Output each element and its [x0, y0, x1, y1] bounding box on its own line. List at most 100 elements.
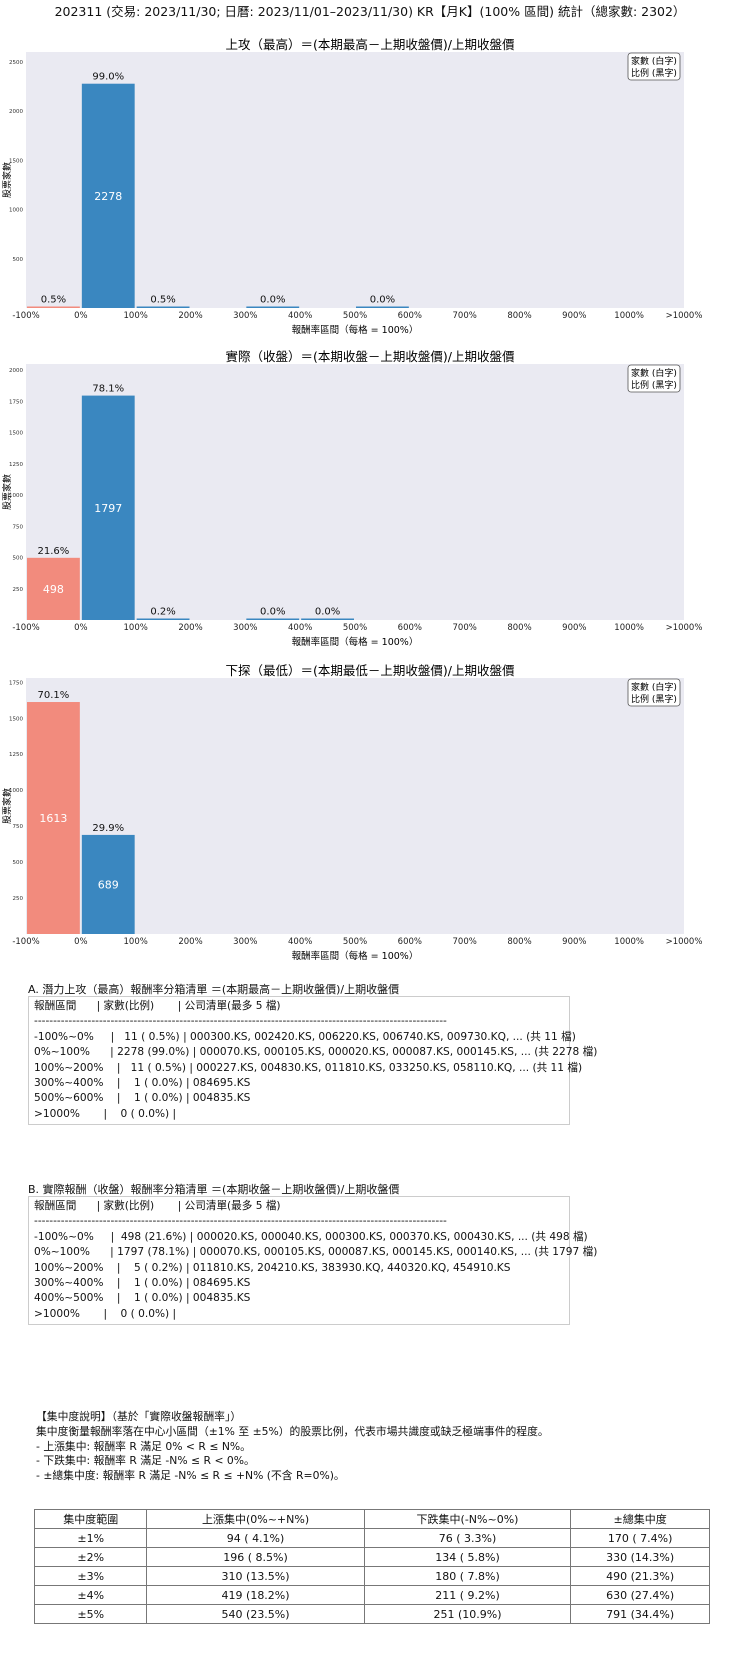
y-tick-label: 1500	[9, 716, 23, 722]
section-a-line: 報酬區間 | 家數(比例) | 公司清單(最多 5 檔)	[34, 1000, 281, 1012]
x-tick-label: >1000%	[666, 623, 703, 633]
x-tick-label: 600%	[398, 937, 422, 947]
bar	[136, 618, 190, 620]
section-b-heading: B. 實際報酬（收盤）報酬率分箱清單 ＝(本期收盤－上期收盤價)/上期收盤價	[28, 1183, 400, 1196]
bar-percent-label: 99.0%	[92, 72, 124, 83]
bar	[81, 834, 135, 934]
x-tick-label: 500%	[343, 937, 367, 947]
x-tick-label: 800%	[507, 623, 531, 633]
bar-percent-label: 0.0%	[260, 295, 285, 306]
section-a-line: 100%~200% | 11 ( 0.5%) | 000227.KS, 0048…	[34, 1061, 583, 1074]
legend-box	[627, 678, 681, 707]
x-tick-label: 200%	[178, 623, 202, 633]
y-axis-label: 股票家數	[1, 788, 13, 824]
section-b-line: >1000% | 0 ( 0.0%) |	[34, 1307, 177, 1320]
section-a-line: 0%~100% | 2278 (99.0%) | 000070.KS, 0001…	[34, 1046, 598, 1059]
table-header-cell: ±總集中度	[570, 1509, 710, 1529]
x-tick-label: 300%	[233, 311, 257, 321]
table-cell: 211 ( 9.2%)	[363, 1585, 572, 1605]
x-tick-label: -100%	[12, 937, 39, 947]
legend-box	[627, 52, 681, 81]
x-tick-label: 500%	[343, 623, 367, 633]
concentration-note-line: 集中度衡量報酬率落在中心小區間（±1% 至 ±5%）的股票比例，代表市場共識度或…	[36, 1425, 549, 1438]
y-tick-label: 1750	[9, 399, 23, 405]
plot-area	[26, 52, 684, 308]
x-tick-label: 700%	[453, 311, 477, 321]
y-tick-label: 1500	[9, 431, 23, 437]
legend-ratio: 比例 (黑字)	[631, 67, 677, 79]
bar	[246, 618, 300, 620]
legend: 家數 (白字)比例 (黑字)	[627, 678, 681, 707]
x-tick-label: -100%	[12, 311, 39, 321]
x-tick-label: 0%	[74, 937, 88, 947]
concentration-note-line: - 上漲集中: 報酬率 R 滿足 0% < R ≤ N%。	[36, 1439, 251, 1453]
x-tick-label: 800%	[507, 937, 531, 947]
concentration-heading: 【集中度說明】（基於「實際收盤報酬率」）	[36, 1410, 242, 1423]
section-b-line: 400%~500% | 1 ( 0.0%) | 004835.KS	[34, 1292, 251, 1305]
x-tick-label: 100%	[124, 311, 148, 321]
x-tick-label: 900%	[562, 937, 586, 947]
y-tick-label: 1500	[9, 158, 23, 164]
x-tick-label: 300%	[233, 623, 257, 633]
y-tick-label: 2500	[9, 60, 23, 66]
x-tick-label: 0%	[74, 311, 88, 321]
bar	[301, 618, 354, 620]
chart-lower: 下探（最低）＝(本期最低－上期收盤價)/上期收盤價 250 500 750 1000 12…	[0, 662, 740, 972]
bar-count-label: 1613	[39, 812, 67, 825]
legend: 家數 (白字)比例 (黑字)	[627, 52, 681, 81]
bar-count-label: 2278	[94, 190, 122, 203]
bar	[246, 306, 300, 308]
x-tick-label: 1000%	[614, 937, 644, 947]
x-tick-label: 400%	[288, 623, 312, 633]
x-tick-label: 900%	[562, 311, 586, 321]
x-tick-label: 800%	[507, 311, 531, 321]
y-tick-label: 500	[13, 257, 24, 263]
plot-area	[26, 678, 684, 934]
y-tick-label: 1000	[9, 788, 23, 794]
x-tick-label: 0%	[74, 623, 88, 633]
y-tick-label: 250	[13, 587, 24, 593]
bar-percent-label: 0.0%	[370, 295, 395, 306]
table-cell: 419 (18.2%)	[146, 1585, 365, 1605]
section-b-line: 100%~200% | 5 ( 0.2%) | 011810.KS, 20421…	[34, 1261, 511, 1274]
table-cell: 94 ( 4.1%)	[146, 1528, 365, 1548]
y-tick-label: 1000	[9, 493, 23, 499]
y-tick-label: 1250	[9, 752, 23, 758]
bar	[136, 306, 190, 308]
bar	[81, 83, 135, 308]
section-a-line: -100%~0% | 11 ( 0.5%) | 000300.KS, 00242…	[34, 1030, 576, 1043]
table-row: ±3% 310 (13.5%) 180 ( 7.8%) 490 (21.3%)	[33, 1566, 710, 1586]
bar	[27, 557, 80, 620]
chart-title: 實際（收盤）＝(本期收盤－上期收盤價)/上期收盤價	[226, 349, 515, 364]
bar-percent-label: 70.1%	[38, 690, 70, 701]
x-tick-label: 500%	[343, 311, 367, 321]
bar-percent-label: 0.0%	[315, 607, 340, 618]
table-row: ±5% 540 (23.5%) 251 (10.9%) 791 (34.4%)	[33, 1604, 710, 1624]
x-tick-label: 100%	[124, 937, 148, 947]
bar-count-label: 1797	[94, 502, 122, 515]
concentration-notes: 集中度衡量報酬率落在中心小區間（±1% 至 ±5%）的股票比例，代表市場共識度或…	[36, 1425, 549, 1483]
y-tick-label: 1000	[9, 208, 23, 214]
chart-upper-svg: 上攻（最高）＝(本期最高－上期收盤價)/上期收盤價 500 1000 1500 2000…	[1, 37, 702, 336]
bar-count-label: 498	[43, 583, 64, 596]
bar-percent-label: 0.2%	[150, 607, 175, 618]
y-tick-label: 1250	[9, 462, 23, 468]
chart-close-svg: 實際（收盤）＝(本期收盤－上期收盤價)/上期收盤價 250 500 750 1000 12…	[1, 349, 703, 648]
x-axis-label: 報酬率區間（每格 = 100%）	[292, 950, 419, 962]
y-tick-label: 2000	[9, 109, 23, 115]
chart-title: 上攻（最高）＝(本期最高－上期收盤價)/上期收盤價	[226, 37, 515, 52]
x-tick-label: >1000%	[666, 937, 703, 947]
legend-ratio: 比例 (黑字)	[631, 379, 677, 391]
x-tick-label: 1000%	[614, 623, 644, 633]
x-tick-label: 700%	[453, 937, 477, 947]
bar	[356, 306, 409, 308]
bar-percent-label: 0.0%	[260, 607, 285, 618]
section-b-line: 300%~400% | 1 ( 0.0%) | 084695.KS	[34, 1277, 251, 1290]
legend-count: 家數 (白字)	[631, 55, 677, 67]
legend-ratio: 比例 (黑字)	[631, 693, 677, 705]
y-tick-label: 500	[13, 556, 24, 562]
concentration-note-line: - 下跌集中: 報酬率 R 滿足 -N% ≤ R < 0%。	[36, 1454, 255, 1467]
x-tick-label: 900%	[562, 623, 586, 633]
x-tick-label: 700%	[453, 623, 477, 633]
table-cell: 791 (34.4%)	[570, 1604, 710, 1624]
